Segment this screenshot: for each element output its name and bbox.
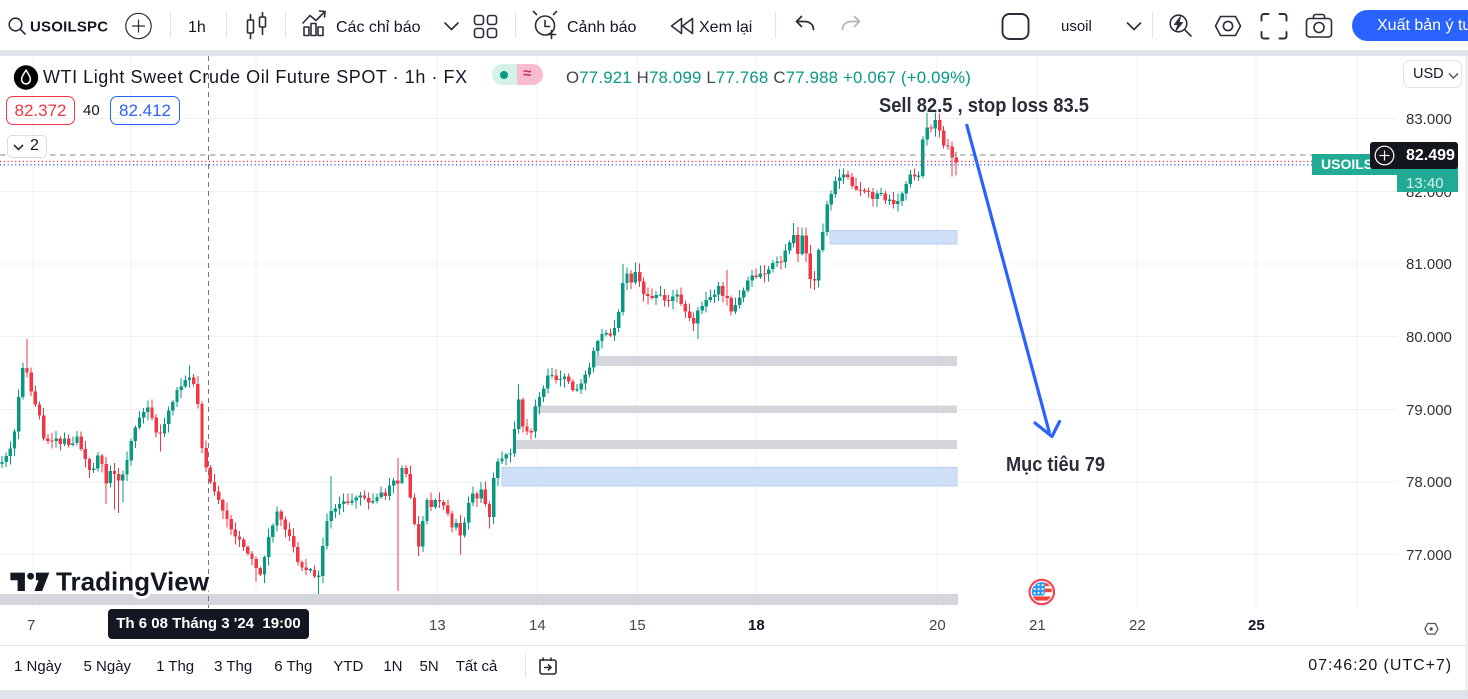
svg-text:Cảnh báo: Cảnh báo	[567, 19, 636, 36]
svg-text:usoil: usoil	[1061, 18, 1092, 35]
svg-text:1h: 1h	[188, 19, 206, 36]
svg-text:Sell 82.5 , stop loss 83.5: Sell 82.5 , stop loss 83.5	[879, 95, 1089, 117]
svg-text:Mục tiêu 79: Mục tiêu 79	[1006, 454, 1105, 476]
svg-text:TradingView: TradingView	[56, 567, 210, 597]
svg-text:Các chỉ báo: Các chỉ báo	[336, 19, 421, 36]
svg-text:USOILSPC: USOILSPC	[30, 19, 108, 36]
svg-text:Xem lại: Xem lại	[699, 19, 752, 36]
